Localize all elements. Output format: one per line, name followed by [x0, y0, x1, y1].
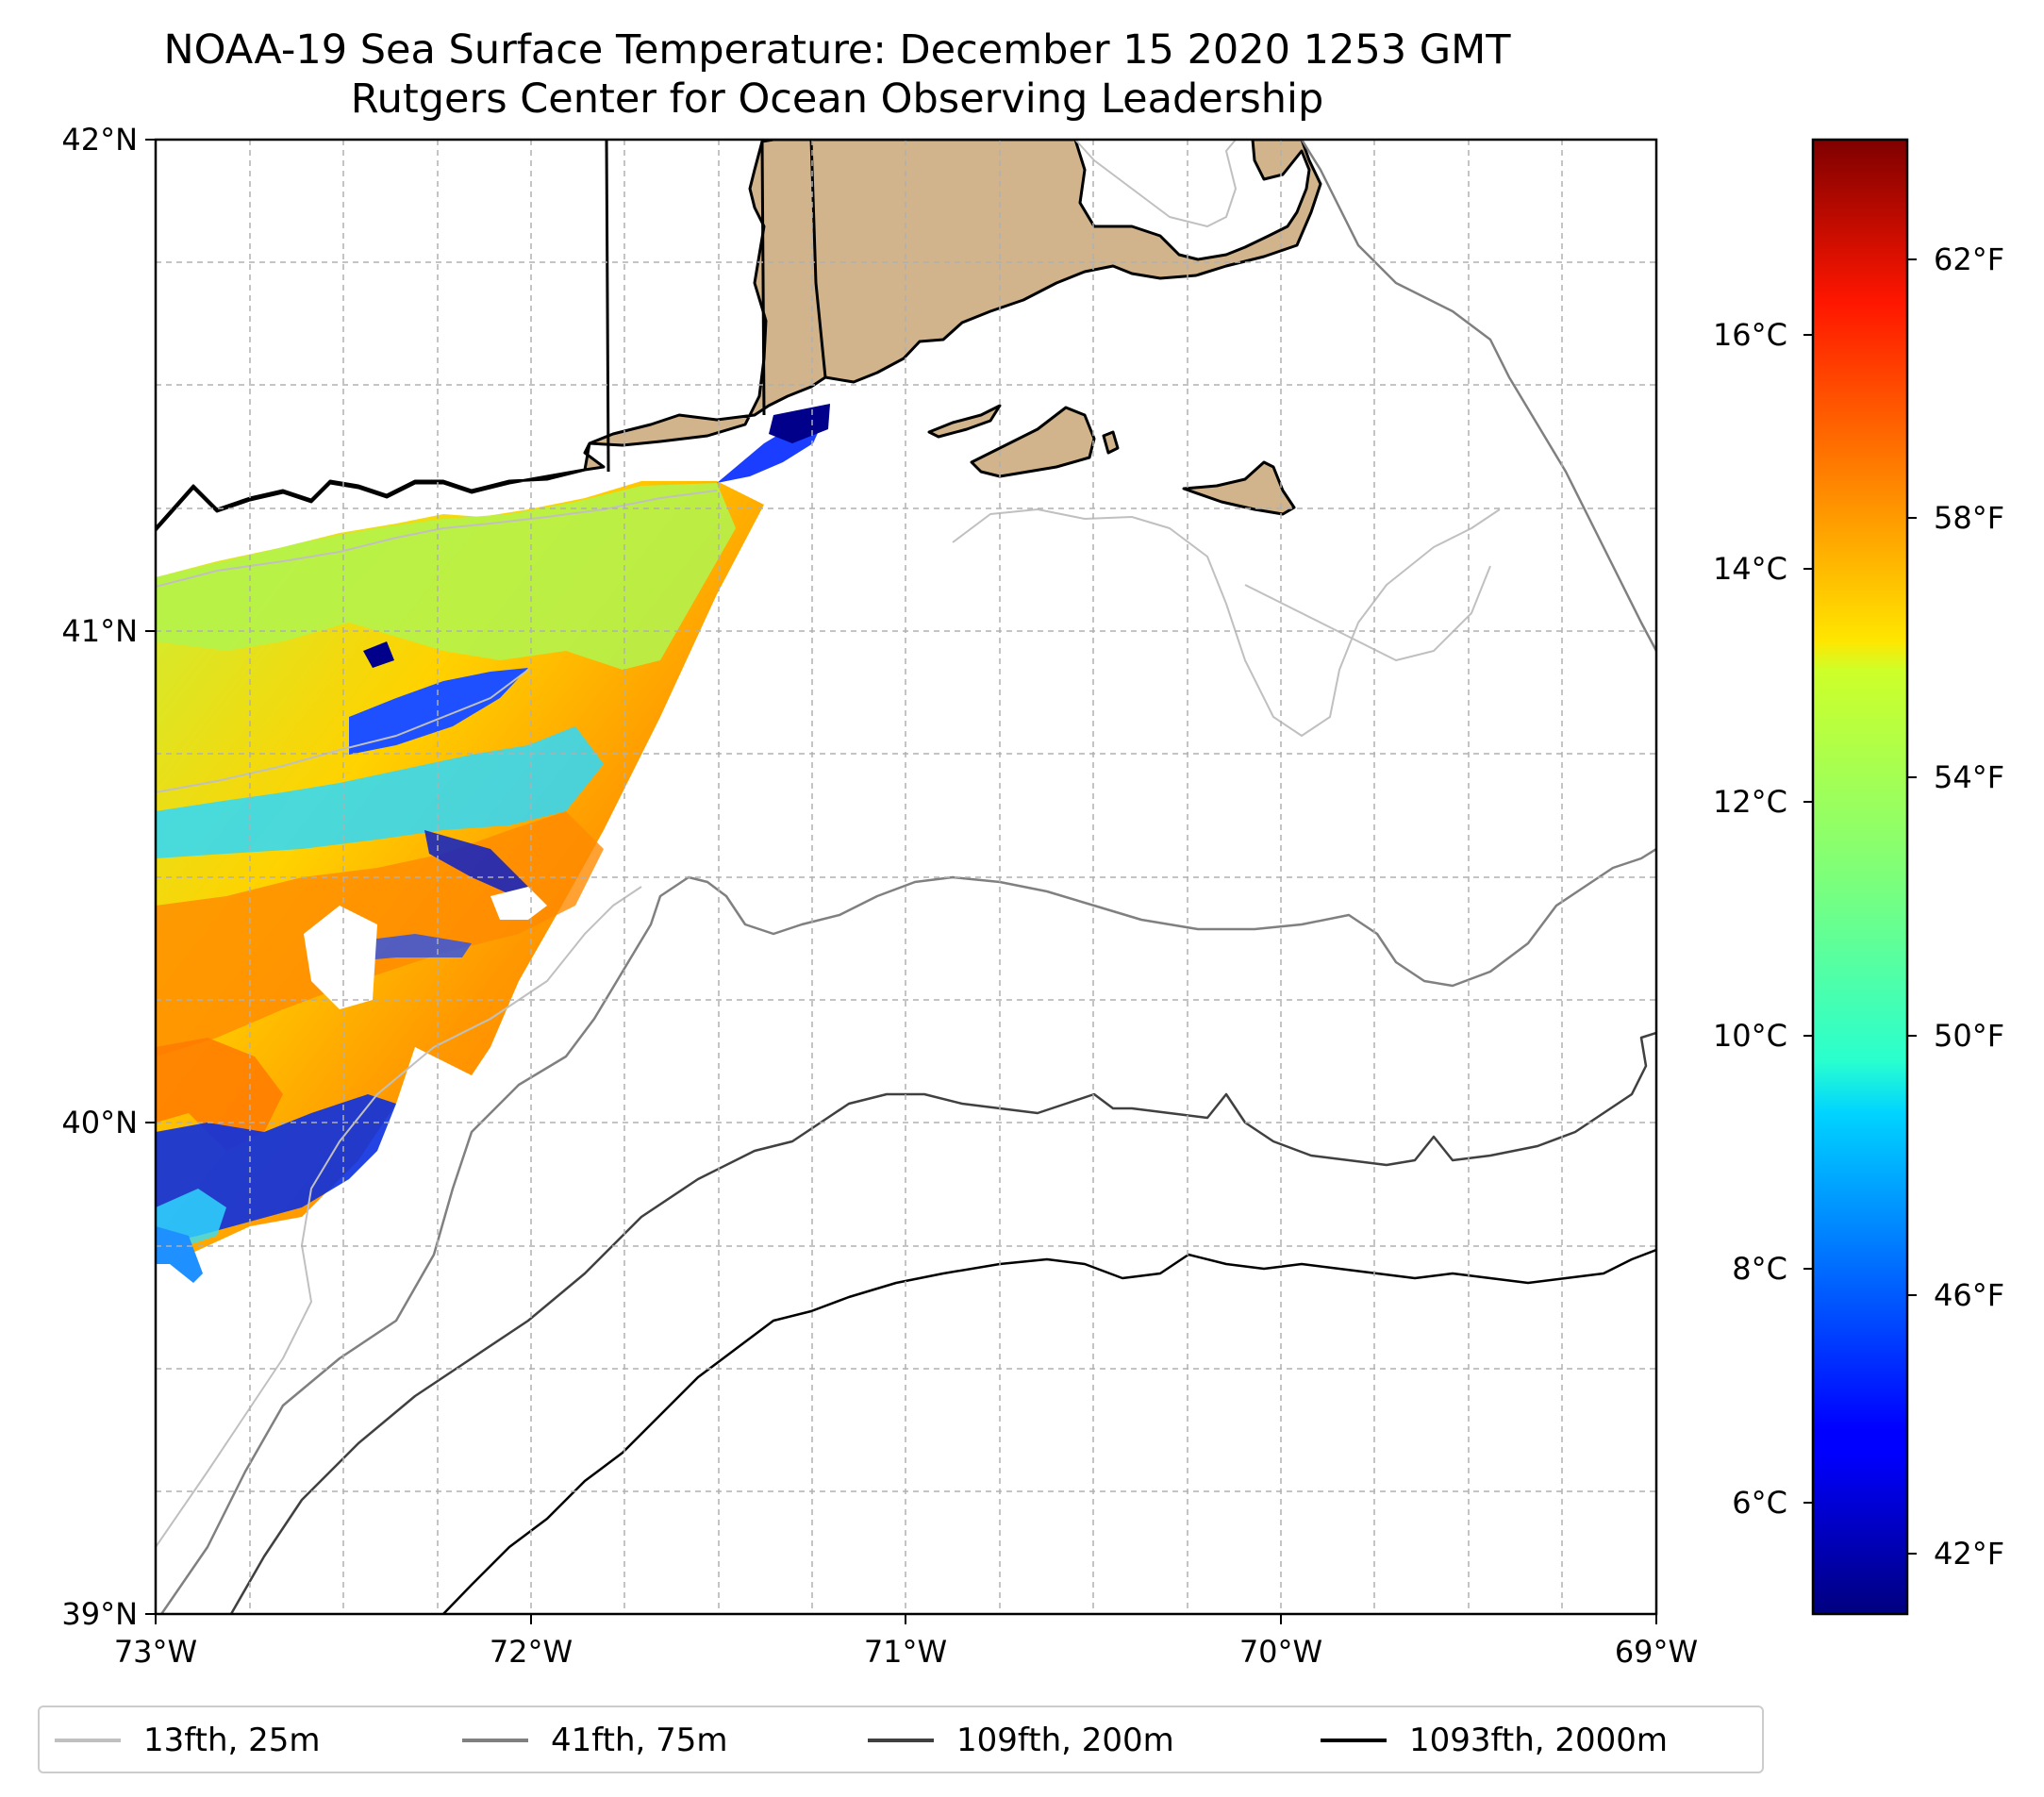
- x-tick-label: 73°W: [114, 1634, 197, 1670]
- legend-item-2000m: 1093fth, 2000m: [1321, 1721, 1668, 1760]
- contour-75m-gom: [1300, 140, 1656, 652]
- legend-label: 1093fth, 2000m: [1409, 1722, 1669, 1759]
- axis-ticks: [145, 139, 1657, 1624]
- y-tick-label: 42°N: [61, 122, 138, 158]
- contour-75m: [159, 847, 1656, 1614]
- legend-label: 41fth, 75m: [551, 1722, 728, 1759]
- fahrenheit-tick-label: 42°F: [1934, 1536, 2004, 1572]
- colorbar: 16°C 14°C 12°C 10°C 8°C 6°C 62°F 58°F 54…: [1713, 138, 2004, 1616]
- contour-25m-shoals: [1244, 565, 1491, 661]
- land-nantucket: [1182, 460, 1296, 516]
- celsius-tick-label: 10°C: [1713, 1018, 1787, 1054]
- colorbar-ticks: [1803, 258, 1917, 1555]
- legend-swatch: [1321, 1739, 1387, 1742]
- ny-ct-border: [605, 140, 610, 473]
- legend-item-25m: 13fth, 25m: [55, 1721, 321, 1760]
- fahrenheit-tick-label: 50°F: [1934, 1018, 2004, 1054]
- ri-ma-border: [809, 140, 827, 378]
- fahrenheit-tick-label: 46°F: [1934, 1277, 2004, 1313]
- contour-legend: 13fth, 25m 41fth, 75m 109fth, 200m 1093f…: [38, 1705, 1764, 1773]
- celsius-tick-label: 14°C: [1713, 551, 1787, 587]
- swath-yellowgreen-nw: [156, 483, 736, 670]
- map-subtitle: Rutgers Center for Ocean Observing Leade…: [350, 75, 1324, 123]
- contour-25m-shelf: [156, 886, 642, 1548]
- celsius-tick-label: 6°C: [1732, 1485, 1787, 1521]
- swath-blue-streak-1: [424, 830, 528, 896]
- swath-tail: [156, 1226, 203, 1283]
- map-area: [156, 140, 1656, 1614]
- swath-gap-2: [490, 887, 547, 920]
- celsius-tick-label: 16°C: [1713, 317, 1787, 353]
- sst-swath: [156, 404, 830, 1283]
- x-tick-label: 72°W: [490, 1634, 573, 1670]
- x-tick-label: 71°W: [864, 1634, 947, 1670]
- swath-darkblue-ri: [769, 404, 830, 443]
- legend-label: 109fth, 200m: [956, 1722, 1174, 1759]
- state-borders: [605, 140, 827, 473]
- legend-item-200m: 109fth, 200m: [868, 1721, 1174, 1760]
- legend-swatch: [868, 1739, 934, 1742]
- ct-ri-border: [760, 140, 766, 416]
- y-tick-label: 41°N: [61, 613, 138, 649]
- x-tick-label: 69°W: [1615, 1634, 1698, 1670]
- swath-darkblue-li-sound: [363, 641, 394, 668]
- contour-25m-li: [156, 490, 718, 588]
- fahrenheit-tick-label: 62°F: [1934, 241, 2004, 277]
- contour-25m-south: [156, 669, 529, 793]
- legend-swatch: [55, 1739, 121, 1742]
- swath-cyan-band: [156, 726, 604, 858]
- celsius-tick-label: 8°C: [1732, 1251, 1787, 1287]
- x-axis-labels: 73°W 72°W 71°W 70°W 69°W: [114, 1634, 1698, 1670]
- contour-25m-ma: [1074, 140, 1237, 227]
- y-axis-labels: 42°N 41°N 40°N 39°N: [61, 122, 138, 1632]
- legend-label: 13fth, 25m: [143, 1722, 321, 1759]
- land-marthas-vineyard: [970, 406, 1096, 478]
- land-new-england: [156, 140, 1322, 532]
- swath-blue-south-li: [349, 668, 528, 755]
- x-tick-label: 70°W: [1239, 1634, 1322, 1670]
- gridlines: [156, 140, 1656, 1614]
- y-tick-label: 40°N: [61, 1105, 138, 1140]
- contour-25m-nantucket: [952, 508, 1501, 737]
- y-tick-label: 39°N: [61, 1596, 138, 1632]
- land-tuckernuck: [1102, 430, 1120, 455]
- colorbar-gradient: [1811, 138, 1909, 1616]
- swath-gap-1: [304, 906, 377, 1009]
- contour-2000m: [442, 1248, 1656, 1614]
- land-elizabeth-islands: [927, 404, 1002, 439]
- bathymetry-contours: [156, 140, 1656, 1614]
- fahrenheit-tick-label: 58°F: [1934, 500, 2004, 536]
- legend-item-75m: 41fth, 75m: [462, 1721, 728, 1760]
- contour-200m: [229, 1031, 1656, 1614]
- map-title: NOAA-19 Sea Surface Temperature: Decembe…: [163, 26, 1511, 74]
- legend-swatch: [462, 1739, 528, 1742]
- celsius-tick-label: 12°C: [1713, 784, 1787, 820]
- fahrenheit-tick-label: 54°F: [1934, 759, 2004, 795]
